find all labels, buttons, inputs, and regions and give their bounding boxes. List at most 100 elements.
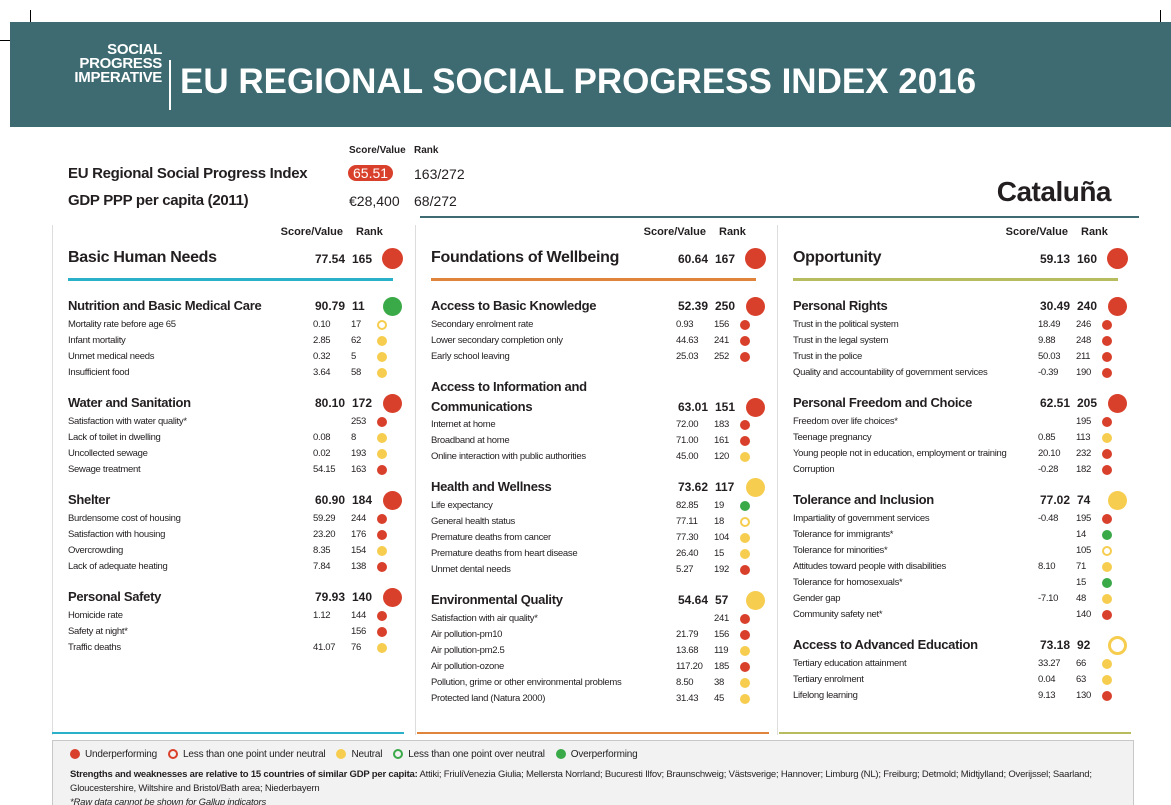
legend: Underperforming Less than one point under… <box>70 749 648 760</box>
indicator-row: Tertiary enrolment 0.04 63 <box>780 672 1130 688</box>
indicator-row: Trust in the legal system 9.88 248 <box>780 333 1130 349</box>
indicator-value: 20.10 <box>1038 448 1061 459</box>
indicator-rank: 14 <box>1076 529 1086 540</box>
rank-label: Rank <box>1081 226 1108 238</box>
indicator-name: Homicide rate <box>68 610 123 621</box>
status-dot <box>740 549 750 559</box>
status-dot <box>740 352 750 362</box>
indicator-value: 0.85 <box>1038 432 1056 443</box>
indicator-name: Unmet medical needs <box>68 351 155 362</box>
indicator-name: Premature deaths from cancer <box>431 532 551 543</box>
component-name: Health and Wellness <box>431 479 552 494</box>
indicator-rank: 248 <box>1076 335 1091 346</box>
indicator-row: Air pollution-ozone 117.20 185 <box>418 659 768 675</box>
indicator-rank: 156 <box>351 626 366 637</box>
indicator-rank: 45 <box>714 693 724 704</box>
indicator-rank: 48 <box>1076 593 1086 604</box>
status-dot <box>377 336 387 346</box>
status-dot <box>382 393 402 413</box>
indicator-rank: 19 <box>714 500 724 511</box>
note: Strengths and weaknesses are relative to… <box>70 768 1120 805</box>
indicator-name: Protected land (Natura 2000) <box>431 693 546 704</box>
indicator-rank: 130 <box>1076 690 1091 701</box>
dimension-underline <box>68 278 393 281</box>
component-name: Environmental Quality <box>431 592 563 607</box>
indicator-row: Tolerance for minorities* 105 <box>780 543 1130 559</box>
indicator-row: Safety at night* 156 <box>55 624 405 640</box>
indicator-name: Satisfaction with water quality* <box>68 416 187 427</box>
column-bottom-line <box>52 732 404 734</box>
status-dot <box>377 627 387 637</box>
column-bottom-line <box>779 732 1131 734</box>
legend-label: Less than one point under neutral <box>183 749 326 760</box>
indicator-value: 5.27 <box>676 564 694 575</box>
footer: Underperforming Less than one point under… <box>52 740 1134 805</box>
status-dot <box>1107 296 1127 316</box>
indicator-name: Gender gap <box>793 593 841 604</box>
indicator-name: Internet at home <box>431 419 496 430</box>
status-dot <box>377 352 387 362</box>
indicator-name: Mortality rate before age 65 <box>68 319 176 330</box>
indicator-row: Sewage treatment 54.15 163 <box>55 462 405 478</box>
indicator-name: Overcrowding <box>68 545 124 556</box>
status-dot <box>744 247 766 269</box>
indicator-name: Lack of adequate heating <box>68 561 168 572</box>
status-dot <box>740 501 750 511</box>
score-label: Score/Value <box>349 145 406 156</box>
indicator-name: Trust in the political system <box>793 319 899 330</box>
status-dot <box>1102 530 1112 540</box>
component: Health and Wellness 73.62 117 Life expectan… <box>418 476 768 578</box>
indicator-value: 3.64 <box>313 367 331 378</box>
status-dot <box>1102 610 1112 620</box>
component-score: 52.39 <box>677 299 708 313</box>
status-dot <box>1102 578 1112 588</box>
status-dot <box>377 530 387 540</box>
legend-item: Overperforming <box>555 749 638 760</box>
dimension-row: Opportunity 59.13 160 <box>780 242 1130 276</box>
indicator-row: Lifelong learning 9.13 130 <box>780 688 1130 704</box>
indicator-value: 25.03 <box>676 351 699 362</box>
status-dot <box>1107 393 1127 413</box>
indicator-name: Tolerance for homosexuals* <box>793 577 903 588</box>
indicator-rank: 76 <box>351 642 361 653</box>
status-dot <box>1102 546 1112 556</box>
dimension-score: 60.64 <box>677 252 708 266</box>
component-row: Access to Information and Communications… <box>418 376 768 417</box>
component-rank: 57 <box>715 593 729 607</box>
indicator-row: Pollution, grime or other environmental … <box>418 675 768 691</box>
status-dot <box>1102 449 1112 459</box>
indicator-row: Online interaction with public authoriti… <box>418 449 768 465</box>
status-dot <box>740 336 750 346</box>
dimension-rank: 160 <box>1077 252 1098 266</box>
summary-score: €28,400 <box>349 193 400 209</box>
indicator-rank: 211 <box>1076 351 1091 362</box>
legend-item: Less than one point under neutral <box>168 749 326 760</box>
component-score: 77.02 <box>1039 493 1070 507</box>
indicator-value: 71.00 <box>676 435 699 446</box>
indicator-name: Quality and accountability of government… <box>793 367 988 378</box>
summary-label: EU Regional Social Progress Index <box>68 165 308 182</box>
indicator-name: Unmet dental needs <box>431 564 511 575</box>
component: Personal Safety 79.93 140 Homicide rate 1.12… <box>55 586 405 656</box>
indicator-name: Tolerance for minorities* <box>793 545 888 556</box>
indicator-row: Impartiality of government services -0.48… <box>780 511 1130 527</box>
indicator-row: Attitudes toward people with disabilitie… <box>780 559 1130 575</box>
indicator-value: 7.84 <box>313 561 331 572</box>
status-dot <box>377 465 387 475</box>
status-dot <box>377 433 387 443</box>
indicator-name: Lack of toilet in dwelling <box>68 432 161 443</box>
footnote: *Raw data cannot be shown for Gallup ind… <box>70 797 267 805</box>
indicator-row: Lack of toilet in dwelling 0.08 8 <box>55 430 405 446</box>
component-score: 63.01 <box>677 400 708 414</box>
indicator-value: 8.35 <box>313 545 331 556</box>
indicator-name: Air pollution-ozone <box>431 661 504 672</box>
indicator-name: Corruption <box>793 464 835 475</box>
rank-label: Rank <box>356 226 383 238</box>
dimension-row: Foundations of Wellbeing 60.64 167 <box>418 242 768 276</box>
indicator-name: Satisfaction with air quality* <box>431 613 538 624</box>
indicator-row: Tolerance for immigrants* 14 <box>780 527 1130 543</box>
indicator-name: Broadband at home <box>431 435 510 446</box>
indicator-name: Tolerance for immigrants* <box>793 529 894 540</box>
summary-rank: 163/272 <box>414 166 465 182</box>
